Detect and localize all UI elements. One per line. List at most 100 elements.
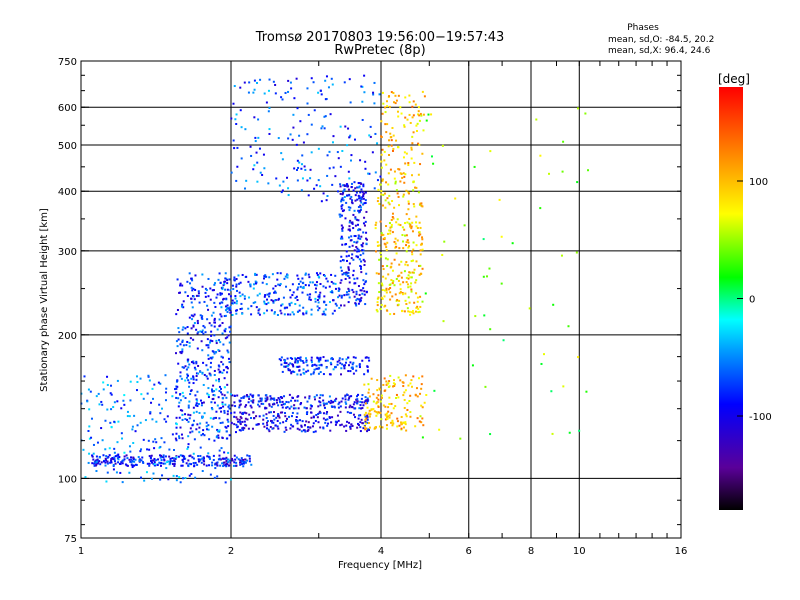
data-point [384,206,387,209]
data-point [355,304,358,307]
data-point [225,277,228,280]
data-point [98,460,101,463]
data-point [314,291,317,294]
data-point [427,113,430,116]
data-point [270,299,273,302]
data-point [399,379,402,382]
data-point [303,372,306,375]
data-point [245,179,248,182]
data-point [358,258,361,261]
data-point [272,300,275,303]
data-point [194,404,197,407]
data-point [193,464,196,467]
data-point [386,197,389,200]
data-point [250,305,253,308]
data-point [376,301,379,304]
data-point [363,383,366,386]
data-point [273,403,276,406]
data-point [269,411,272,414]
data-point [95,460,98,463]
data-point [352,403,355,406]
data-point [159,478,162,481]
data-point [353,249,356,252]
data-point [209,473,212,476]
data-point [353,138,356,141]
data-point [271,397,274,400]
data-point [390,91,393,94]
data-point [357,393,360,396]
data-point [171,460,174,463]
data-point [310,151,313,154]
data-point [349,159,352,162]
data-point [244,423,247,426]
data-point [357,417,360,420]
data-point [406,408,409,411]
data-point [402,247,405,250]
data-point [134,430,137,433]
data-point [344,125,347,128]
data-point [87,388,90,391]
data-point [225,459,228,462]
data-point [359,430,362,433]
data-point [297,166,300,169]
data-point [413,268,416,271]
data-point [255,151,258,154]
data-point [192,338,195,341]
data-point [207,277,210,280]
data-point [389,132,392,135]
data-point [404,389,407,392]
data-point [306,293,309,296]
data-point [318,410,321,413]
data-point [298,134,301,137]
data-point [374,224,377,227]
data-point [326,194,329,197]
data-point [418,234,421,237]
data-point [362,222,365,225]
data-point [211,461,214,464]
data-point [269,395,272,398]
data-point [323,301,326,304]
data-point [100,400,103,403]
data-point [203,434,206,437]
data-point [175,387,178,390]
data-point [226,311,229,314]
data-point [178,393,181,396]
data-point [349,206,352,209]
x-tick-label: 2 [228,546,234,557]
data-point [359,298,362,301]
data-point [327,86,330,89]
data-point [148,455,151,458]
data-point [223,394,226,397]
data-point [400,260,403,263]
data-point [82,448,85,451]
data-point [357,209,360,212]
data-point [300,189,303,192]
data-point [165,467,168,470]
data-point [233,401,236,404]
data-point [377,282,380,285]
y-tick-label: 200 [58,331,77,342]
data-point [315,287,318,290]
data-point [97,461,100,464]
data-point [567,325,570,328]
data-point [239,281,242,284]
data-point [318,307,321,310]
data-point [219,341,222,344]
data-point [273,397,276,400]
data-point [399,180,402,183]
data-point [383,159,386,162]
data-point [214,462,217,465]
data-point [200,461,203,464]
data-point [406,118,409,121]
data-point [357,285,360,288]
data-point [420,404,423,407]
data-point [152,472,155,475]
data-point [189,454,192,457]
data-point [350,235,353,238]
data-point [179,351,182,354]
data-point [225,297,228,300]
data-point [241,312,244,315]
data-point [392,134,395,137]
data-point [342,190,345,193]
data-point [406,264,409,267]
